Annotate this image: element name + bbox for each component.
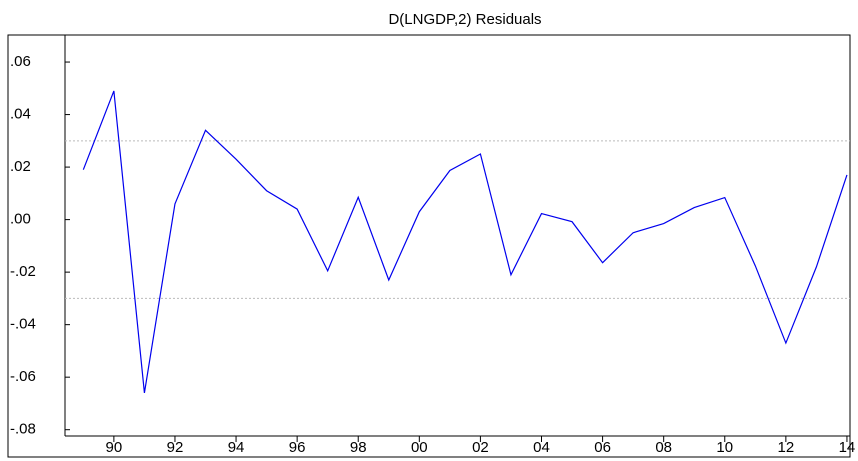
x-tick-label: 10 <box>716 439 733 456</box>
x-tick-label: 94 <box>228 439 245 456</box>
x-tick-label: 96 <box>289 439 306 456</box>
x-tick-label: 92 <box>167 439 184 456</box>
x-tick-label: 90 <box>106 439 123 456</box>
y-tick-label: .02 <box>10 158 31 175</box>
x-tick-label: 08 <box>655 439 672 456</box>
x-tick-label: 06 <box>594 439 611 456</box>
x-tick-label: 98 <box>350 439 367 456</box>
line-series <box>82 90 848 394</box>
x-tick-label: 02 <box>472 439 489 456</box>
y-tick-label: .00 <box>10 211 31 228</box>
y-tick-label: .06 <box>10 53 31 70</box>
x-tick-label: 12 <box>778 439 795 456</box>
y-tick-label: -.02 <box>10 263 36 280</box>
x-tick-label: 14 <box>839 439 856 456</box>
y-tick-label: -.06 <box>10 368 36 385</box>
chart-title: D(LNGDP,2) Residuals <box>388 11 541 28</box>
y-tick-label: -.08 <box>10 421 36 438</box>
y-tick-label: .04 <box>10 106 31 123</box>
x-tick-label: 04 <box>533 439 550 456</box>
y-tick-label: -.04 <box>10 316 36 333</box>
frame <box>7 34 851 458</box>
x-tick-label: 00 <box>411 439 428 456</box>
